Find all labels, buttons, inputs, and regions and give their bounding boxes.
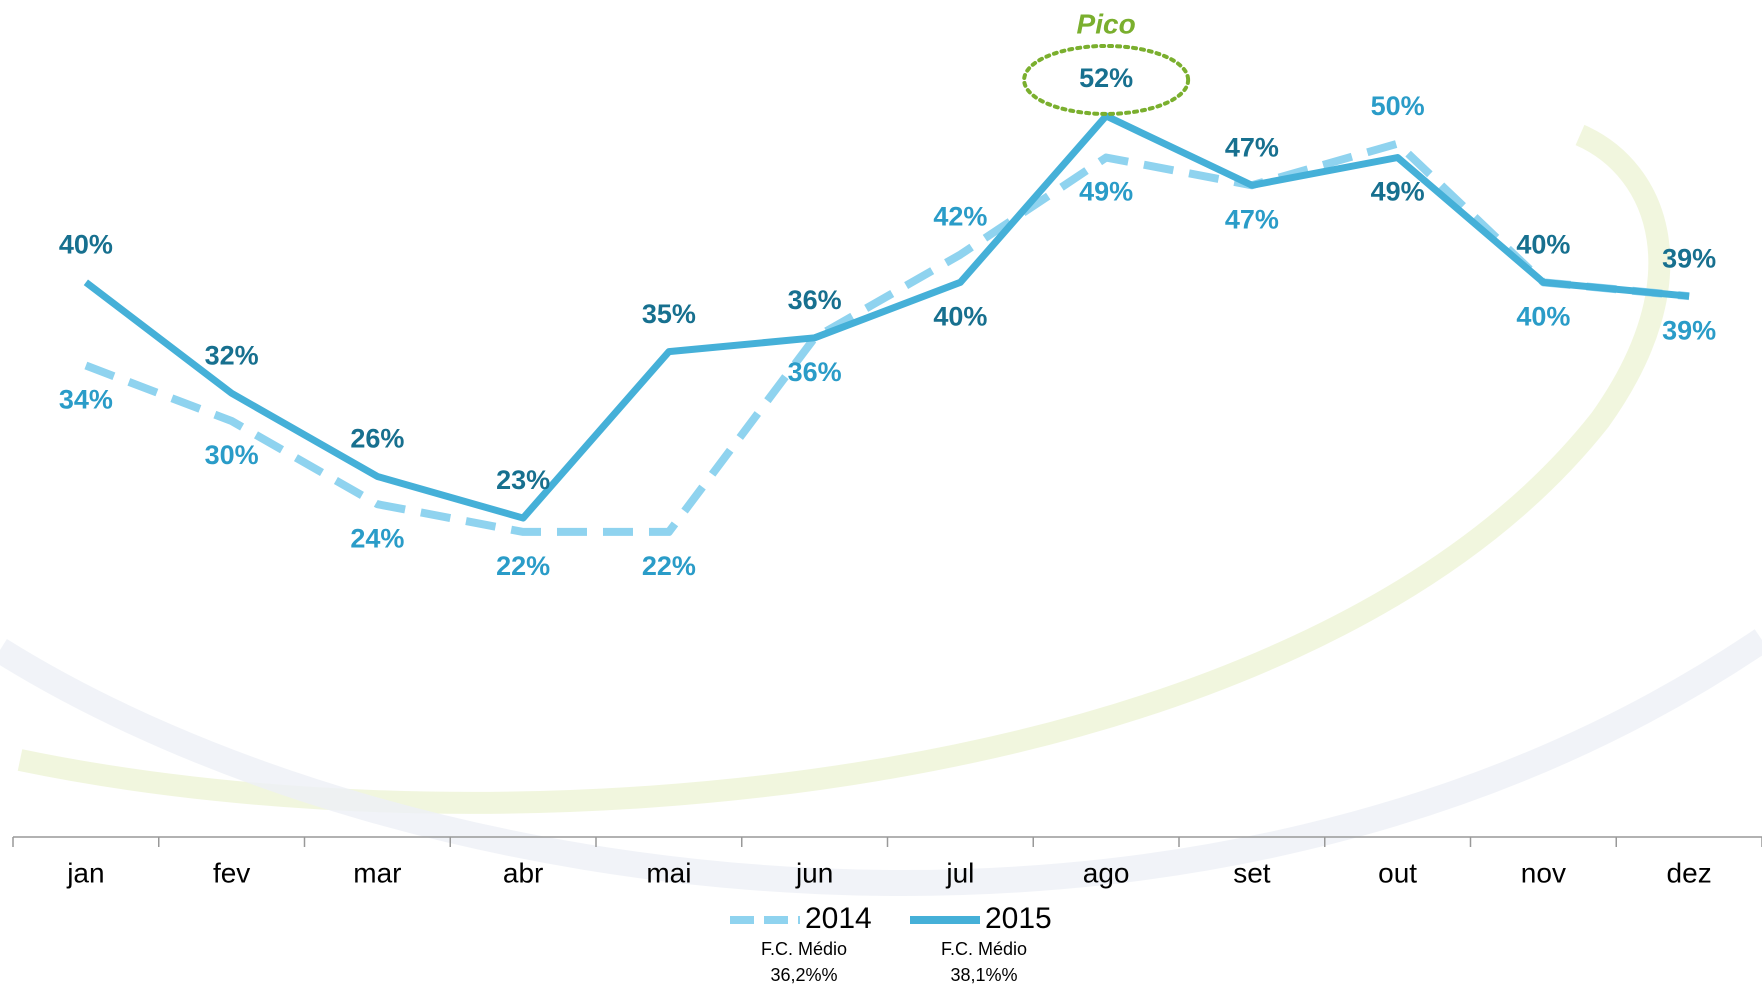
x-tick-label: ago: [1083, 857, 1130, 888]
x-tick-label: mar: [353, 857, 401, 888]
data-label: 40%: [1516, 229, 1570, 259]
x-tick-label: mai: [646, 857, 691, 888]
data-label: 52%: [1079, 63, 1133, 93]
legend-note-value: 36,2%%: [770, 965, 837, 985]
series-line: [86, 116, 1689, 518]
legend-label: 2015: [985, 902, 1052, 935]
legend-note: F.C. Médio: [941, 939, 1027, 959]
data-label: 22%: [642, 551, 696, 581]
x-tick-label: dez: [1667, 857, 1712, 888]
annotation-text: Pico: [1077, 8, 1136, 39]
x-tick-label: jun: [795, 857, 833, 888]
data-label: 39%: [1662, 315, 1716, 345]
x-tick-label: jan: [66, 857, 104, 888]
data-label: 49%: [1079, 177, 1133, 207]
legend-note-value: 38,1%%: [950, 965, 1017, 985]
legend-label: 2014: [805, 902, 872, 935]
data-label: 35%: [642, 299, 696, 329]
data-label: 49%: [1371, 177, 1425, 207]
data-label: 23%: [496, 465, 550, 495]
data-label: 47%: [1225, 204, 1279, 234]
x-tick-label: jul: [945, 857, 974, 888]
legend-note: F.C. Médio: [761, 939, 847, 959]
x-tick-label: set: [1233, 857, 1271, 888]
data-label: 40%: [933, 301, 987, 331]
data-label: 47%: [1225, 132, 1279, 162]
data-label: 40%: [1516, 301, 1570, 331]
data-label: 34%: [59, 385, 113, 415]
x-tick-label: out: [1378, 857, 1417, 888]
x-tick-label: fev: [213, 857, 250, 888]
chart: jan fev mar abr mai jun jul ago set out nov dez 34% 3…: [0, 0, 1762, 987]
data-label: 26%: [350, 424, 404, 454]
data-label: 24%: [350, 523, 404, 553]
data-label: 42%: [933, 202, 987, 232]
x-tick-label: nov: [1521, 857, 1566, 888]
data-label: 36%: [788, 285, 842, 315]
data-label: 30%: [205, 440, 259, 470]
data-label: 39%: [1662, 243, 1716, 273]
x-tick-label: abr: [503, 857, 543, 888]
data-label: 22%: [496, 551, 550, 581]
data-label: 50%: [1371, 91, 1425, 121]
data-label: 36%: [788, 357, 842, 387]
data-label: 40%: [59, 229, 113, 259]
data-label: 32%: [205, 340, 259, 370]
